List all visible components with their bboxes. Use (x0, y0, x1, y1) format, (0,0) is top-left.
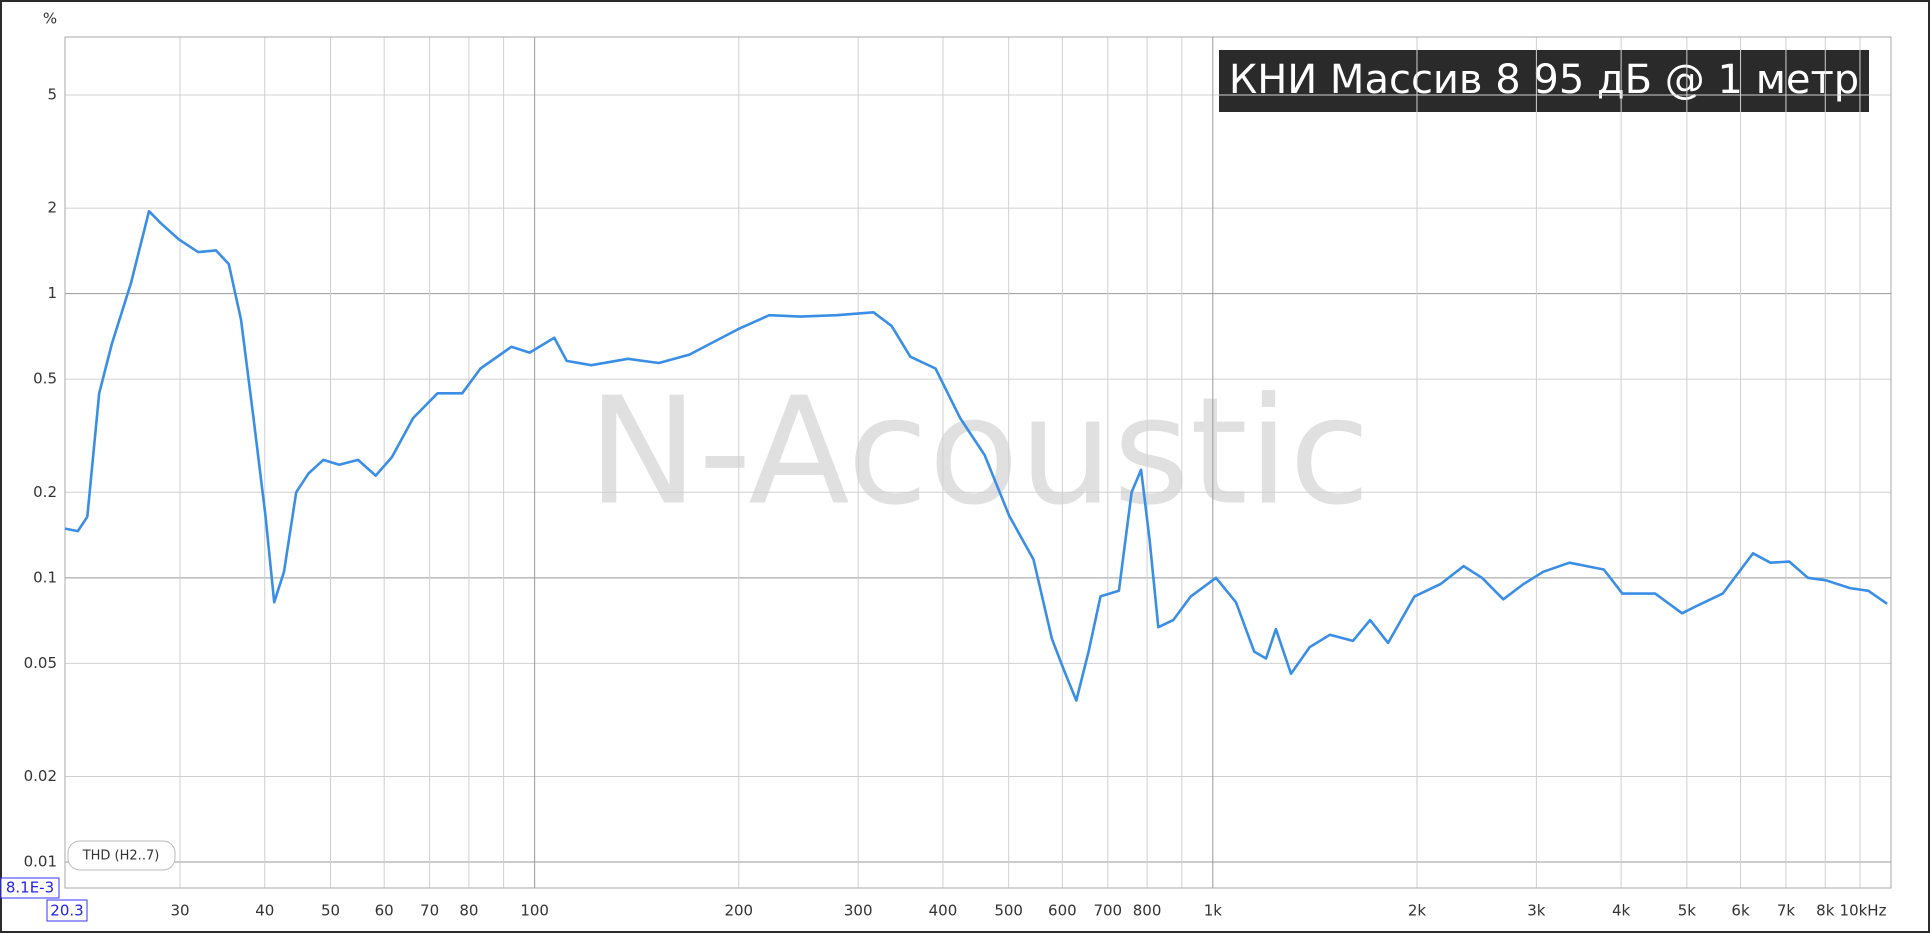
x-tick-label: 40 (255, 902, 274, 920)
x-tick-label: 70 (420, 902, 439, 920)
x-tick-label: 4k (1612, 902, 1631, 920)
x-tick-label: 10kHz (1840, 902, 1887, 920)
range-box (0, 877, 60, 899)
x-tick-label: 700 (1093, 902, 1122, 920)
watermark: N-Acoustic (588, 366, 1371, 538)
x-tick-label: 5k (1678, 902, 1697, 920)
x-tick-label: 500 (994, 902, 1023, 920)
x-tick-label: 400 (929, 902, 958, 920)
x-tick-label: 60 (375, 902, 394, 920)
thd-line (64, 209, 1888, 702)
y-tick-label: 0.05 (24, 654, 57, 672)
x-tick-label: 2k (1408, 902, 1427, 920)
title-box (1219, 50, 1869, 112)
y-tick-label: 0.2 (33, 483, 57, 501)
x-tick-label: 80 (459, 902, 478, 920)
x-tick-label: 8k (1816, 902, 1835, 920)
x-tick-label: 200 (724, 902, 753, 920)
x-tick-label: 3k (1527, 902, 1546, 920)
y-tick-label: 0.01 (24, 852, 57, 870)
x-tick-label: 7k (1777, 902, 1796, 920)
y-tick-label: 0.5 (33, 370, 57, 388)
plot-frame (64, 36, 1892, 889)
x-tick-label: 50 (321, 902, 340, 920)
x-tick-label: 1k (1204, 902, 1223, 920)
x-tick-label: 800 (1133, 902, 1162, 920)
y-axis-label: % (43, 10, 57, 28)
x-tick-label: 300 (844, 902, 873, 920)
legend-label: THD (H2..7) (82, 849, 160, 864)
chart-title: КНИ Массив 8 95 дБ @ 1 метр (1229, 57, 1859, 103)
y-tick-label: 1 (47, 284, 57, 302)
x-tick-label: 600 (1048, 902, 1077, 920)
range-box (46, 899, 88, 922)
y-tick-label: 2 (47, 199, 57, 217)
y-tick-label: 5 (47, 86, 57, 104)
y-tick-label: 0.1 (33, 568, 57, 586)
y-tick-label: 0.02 (24, 767, 57, 785)
legend-box (67, 840, 176, 871)
x-tick-label: 20.3 (50, 902, 83, 920)
x-tick-label: 100 (520, 902, 549, 920)
y-tick-label: 8.1E-3 (6, 879, 54, 897)
x-tick-label: 6k (1731, 902, 1750, 920)
x-tick-label: 30 (170, 902, 189, 920)
